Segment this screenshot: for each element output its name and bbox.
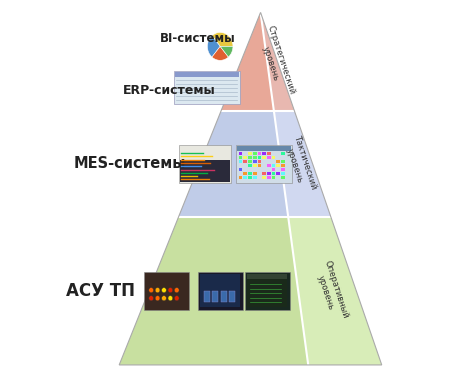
Bar [281, 172, 285, 175]
FancyBboxPatch shape [179, 145, 231, 183]
Bar [253, 172, 256, 175]
Bar [262, 176, 266, 179]
Bar [267, 156, 271, 159]
Text: АСУ ТП: АСУ ТП [66, 282, 136, 300]
Circle shape [174, 296, 179, 301]
Bar [247, 275, 288, 279]
Text: Стратегический
уровень: Стратегический уровень [255, 24, 296, 99]
Wedge shape [212, 46, 228, 60]
Text: MES-системы: MES-системы [74, 157, 186, 171]
Text: Оперативный
уровень: Оперативный уровень [312, 259, 349, 323]
Bar [272, 156, 275, 159]
Bar [247, 275, 288, 307]
Bar [257, 160, 261, 163]
Bar [239, 160, 242, 163]
FancyBboxPatch shape [198, 272, 243, 310]
Bar [281, 168, 285, 171]
Bar [248, 164, 252, 167]
Wedge shape [208, 36, 220, 57]
Polygon shape [288, 217, 382, 365]
Text: BI-системы: BI-системы [159, 32, 235, 45]
FancyBboxPatch shape [181, 159, 229, 182]
Circle shape [174, 287, 179, 293]
Bar [281, 164, 285, 167]
Bar [267, 164, 271, 167]
Bar [267, 176, 271, 179]
FancyBboxPatch shape [144, 272, 189, 310]
Bar [248, 156, 252, 159]
FancyBboxPatch shape [174, 71, 240, 104]
Bar [272, 172, 275, 175]
Bar [267, 172, 271, 175]
Bar [243, 176, 247, 179]
Wedge shape [220, 46, 233, 57]
Bar [229, 291, 235, 302]
Bar [272, 176, 275, 179]
Bar [253, 156, 256, 159]
Bar [257, 164, 261, 167]
Polygon shape [261, 13, 294, 111]
Bar [200, 275, 240, 307]
Bar [239, 176, 242, 179]
Bar [243, 172, 247, 175]
FancyBboxPatch shape [237, 145, 292, 183]
Bar [262, 156, 266, 159]
Bar [272, 164, 275, 167]
Bar [239, 156, 242, 159]
Circle shape [149, 296, 154, 301]
Bar [281, 176, 285, 179]
Circle shape [168, 296, 173, 301]
Bar [253, 176, 256, 179]
Bar [276, 164, 280, 167]
Bar [276, 172, 280, 175]
Bar [253, 152, 256, 155]
FancyBboxPatch shape [245, 272, 290, 310]
Polygon shape [221, 13, 274, 111]
Bar [253, 160, 256, 163]
Bar [253, 164, 256, 167]
Bar [204, 291, 210, 302]
FancyBboxPatch shape [175, 73, 239, 77]
Bar [248, 160, 252, 163]
Bar [281, 160, 285, 163]
FancyBboxPatch shape [237, 146, 291, 151]
Polygon shape [119, 217, 308, 365]
Wedge shape [212, 33, 233, 46]
Circle shape [162, 296, 166, 301]
Circle shape [155, 296, 160, 301]
Bar [276, 160, 280, 163]
Bar [239, 152, 242, 155]
Text: ERP-системы: ERP-системы [123, 84, 216, 97]
Bar [267, 152, 271, 155]
Bar [221, 291, 227, 302]
Bar [262, 172, 266, 175]
Text: Тактический
уровень: Тактический уровень [282, 134, 319, 194]
Bar [281, 152, 285, 155]
Bar [272, 168, 275, 171]
Polygon shape [179, 111, 288, 217]
Bar [243, 156, 247, 159]
Circle shape [149, 287, 154, 293]
Circle shape [155, 287, 160, 293]
Bar [248, 152, 252, 155]
Bar [257, 156, 261, 159]
Bar [212, 291, 219, 302]
Polygon shape [274, 111, 331, 217]
Bar [243, 160, 247, 163]
Bar [262, 152, 266, 155]
Circle shape [168, 287, 173, 293]
Bar [257, 152, 261, 155]
Bar [248, 172, 252, 175]
Bar [239, 168, 242, 171]
Circle shape [162, 287, 166, 293]
Bar [248, 176, 252, 179]
